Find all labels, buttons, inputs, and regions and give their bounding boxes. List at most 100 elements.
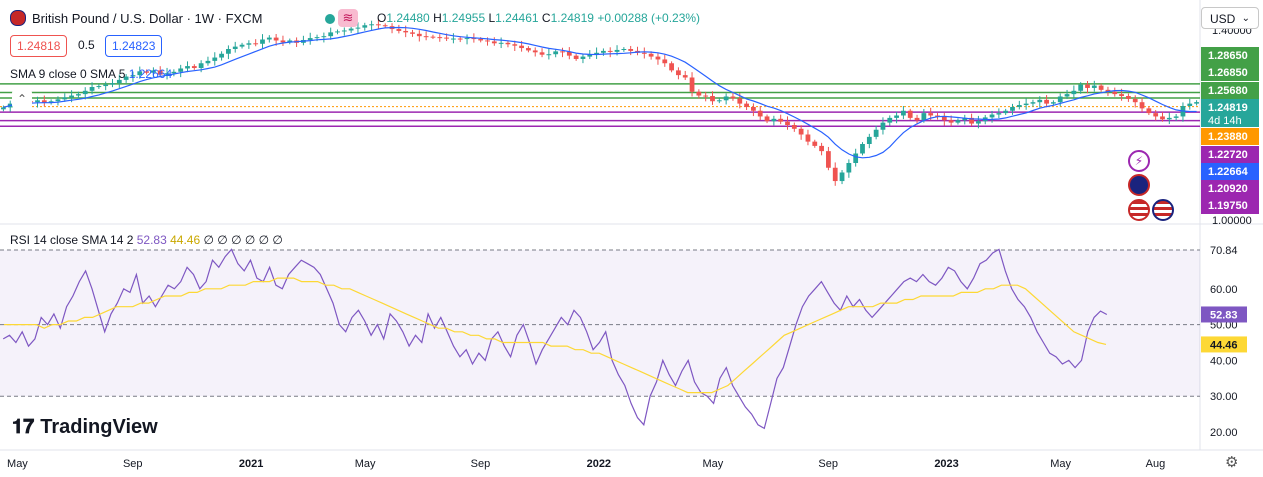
- candle-body: [96, 86, 102, 88]
- sma-line: [3, 26, 1197, 159]
- rsi-legend[interactable]: RSI 14 close SMA 14 2 52.83 44.46 ∅ ∅ ∅ …: [10, 233, 283, 247]
- candle-body: [580, 56, 586, 59]
- candle-body: [935, 115, 940, 117]
- candle-body: [682, 75, 688, 78]
- candle-body: [444, 37, 449, 39]
- candle-body: [191, 66, 197, 68]
- candle-body: [35, 100, 40, 103]
- candle-body: [771, 118, 777, 122]
- candle-body: [451, 38, 456, 40]
- candle-body: [423, 36, 429, 38]
- candle-body: [962, 117, 968, 121]
- candle-body: [614, 49, 620, 52]
- candle-body: [662, 59, 668, 64]
- rsi-tick-label: 50.00: [1210, 320, 1238, 332]
- candle-body: [676, 70, 681, 76]
- candle-body: [587, 54, 593, 57]
- currency-button[interactable]: USD ⌄: [1201, 7, 1259, 29]
- price-badge-label: 1.22664: [1208, 166, 1249, 178]
- candle-body: [1126, 96, 1131, 99]
- candle-body: [526, 48, 531, 51]
- time-axis-label: Sep: [471, 458, 491, 470]
- price-badge-label: 1.22720: [1208, 149, 1248, 161]
- candle-body: [791, 125, 797, 129]
- buy-price-button[interactable]: 1.24823: [105, 35, 163, 57]
- collapse-legend-button[interactable]: ⌃: [12, 90, 32, 108]
- candle-body: [628, 49, 634, 51]
- candle-body: [607, 50, 613, 52]
- candle-body: [48, 101, 54, 103]
- candle-body: [901, 110, 906, 116]
- watermark-text: TradingView: [40, 416, 158, 438]
- rsi-badge: [1201, 336, 1247, 353]
- symbol-header[interactable]: British Pound / U.S. Dollar · 1W · FXCM: [10, 10, 262, 26]
- candle-body: [478, 39, 484, 41]
- sell-price-button[interactable]: 1.24818: [10, 35, 68, 57]
- rsi-badge-label: 44.46: [1210, 339, 1238, 351]
- candle-body: [1057, 96, 1063, 103]
- candle-body: [103, 84, 109, 87]
- time-axis-label: May: [355, 458, 376, 470]
- rsi-line: [2, 248, 1108, 430]
- alert-icon[interactable]: ⚡: [1128, 150, 1150, 172]
- candle-body: [430, 36, 436, 38]
- candle-body: [1173, 116, 1179, 118]
- price-badge-label: 1.19750: [1208, 200, 1248, 212]
- candle-body: [219, 53, 224, 58]
- candle-body: [471, 38, 477, 40]
- flag-us-icon-2[interactable]: [1152, 199, 1174, 221]
- candle-body: [1160, 116, 1165, 120]
- candle-body: [894, 115, 899, 118]
- candle-body: [512, 44, 518, 46]
- countdown-label: 4d 14h: [1208, 115, 1242, 127]
- rsi-badge: [1201, 306, 1247, 323]
- candle-body: [253, 43, 259, 45]
- settings-gear-icon[interactable]: ⚙: [1225, 454, 1239, 471]
- candle-body: [1030, 102, 1036, 104]
- time-axis-label: 2023: [934, 458, 958, 470]
- candle-body: [260, 39, 265, 44]
- candle-body: [730, 96, 736, 99]
- candle-body: [491, 41, 497, 44]
- candle-body: [226, 49, 231, 54]
- candle-body: [832, 167, 838, 182]
- candle-body: [185, 66, 190, 69]
- price-badge: [1201, 163, 1259, 180]
- candle-body: [601, 50, 606, 53]
- flag-gb-icon[interactable]: [1128, 174, 1150, 196]
- ohlc-readout: O1.24480 H1.24955 L1.24461 C1.24819 +0.0…: [377, 11, 701, 25]
- candle-body: [826, 151, 831, 168]
- sma-legend[interactable]: SMA 9 close 0 SMA 5 1.22664: [10, 67, 173, 81]
- candle-body: [757, 110, 763, 117]
- candle-body: [573, 55, 579, 59]
- candle-body: [307, 38, 313, 40]
- candle-body: [362, 25, 368, 28]
- candle-body: [737, 98, 743, 104]
- candle-body: [1064, 94, 1070, 97]
- candle-body: [989, 114, 995, 118]
- rsi-tick-label: 70.84: [1210, 245, 1238, 257]
- rsi-tick-label: 40.00: [1210, 355, 1238, 367]
- candle-body: [89, 87, 95, 91]
- candle-body: [539, 52, 545, 55]
- candle-body: [744, 103, 749, 107]
- candle-body: [846, 163, 852, 173]
- candle-body: [764, 116, 770, 122]
- candle-body: [948, 120, 954, 123]
- candle-body: [403, 30, 409, 33]
- rsi-band: [0, 250, 1200, 397]
- price-badge-label: 1.26850: [1208, 67, 1248, 79]
- flag-gbpusd-icon: [10, 10, 26, 26]
- candle-body: [151, 70, 156, 73]
- candle-body: [1003, 110, 1009, 114]
- candle-body: [546, 54, 552, 56]
- tradingview-logo[interactable]: 𝟏𝟕 TradingView: [12, 416, 158, 439]
- price-badge: [1201, 197, 1259, 214]
- indicator-wave-icon[interactable]: ≋: [338, 9, 358, 27]
- flag-us-icon[interactable]: [1128, 199, 1150, 221]
- candle-body: [396, 29, 402, 31]
- candle-body: [641, 52, 647, 54]
- candle-body: [205, 60, 211, 64]
- candle-body: [437, 37, 443, 39]
- candle-body: [198, 63, 204, 68]
